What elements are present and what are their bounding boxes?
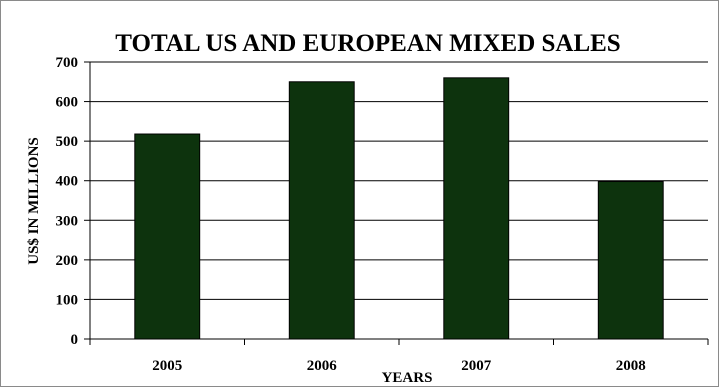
y-tick-label: 0: [71, 332, 79, 348]
y-axis-label: US$ IN MILLIONS: [26, 137, 42, 265]
bars: [134, 77, 664, 340]
chart-title: TOTAL US AND EUROPEAN MIXED SALES: [115, 30, 620, 57]
x-tick-label: 2006: [307, 358, 338, 374]
axes: [89, 62, 709, 345]
y-tick-label: 400: [56, 174, 79, 190]
bar-2007: [443, 77, 510, 340]
y-tick-label: 100: [56, 292, 79, 308]
y-tick-label: 300: [56, 213, 79, 229]
y-tick-label: 500: [56, 134, 79, 150]
x-tick-label: 2007: [461, 358, 492, 374]
y-tick-labels: 0 100 200 300 400 500 600 700: [56, 55, 90, 348]
y-tick-label: 700: [56, 55, 79, 71]
bar-2006: [288, 81, 355, 340]
y-tick-label: 600: [56, 95, 79, 111]
bar-2005: [134, 133, 201, 340]
x-tick-label: 2005: [152, 358, 182, 374]
x-tick-label: 2008: [616, 358, 646, 374]
x-axis-label: YEARS: [382, 370, 433, 386]
x-tick-labels: 2005 2006 2007 2008: [152, 358, 646, 374]
bar-2008: [597, 181, 664, 340]
y-tick-label: 200: [56, 253, 79, 269]
